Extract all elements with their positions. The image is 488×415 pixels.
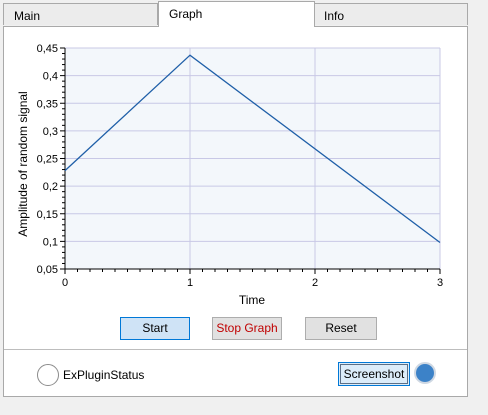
x-axis-label: Time xyxy=(239,293,266,307)
reset-button[interactable]: Reset xyxy=(305,317,377,340)
y-tick-label: 0,05 xyxy=(37,264,58,276)
tab-info-label: Info xyxy=(324,9,345,23)
stop-graph-button[interactable]: Stop Graph xyxy=(212,317,282,340)
x-tick-label: 1 xyxy=(187,277,193,289)
y-tick-label: 0,25 xyxy=(37,154,58,166)
tab-main[interactable]: Main xyxy=(3,3,158,25)
status-circle-icon xyxy=(37,364,59,386)
series-line xyxy=(64,54,441,244)
y-tick-label: 0,35 xyxy=(37,98,58,110)
x-tick-label: 3 xyxy=(437,277,443,289)
x-tick-label: 2 xyxy=(312,277,318,289)
y-tick-label: 0,2 xyxy=(43,181,58,193)
tab-bar: Main Graph Info xyxy=(3,1,468,27)
y-tick-label: 0,1 xyxy=(43,236,58,248)
tab-graph-label: Graph xyxy=(169,7,203,21)
y-tick-label: 0,4 xyxy=(43,71,58,83)
y-tick-label: 0,15 xyxy=(37,209,58,221)
y-tick-label: 0,3 xyxy=(43,126,58,138)
status-indicator-icon xyxy=(414,362,436,384)
x-tick-label: 0 xyxy=(62,277,68,289)
tab-info[interactable]: Info xyxy=(313,3,468,25)
screenshot-button[interactable]: Screenshot xyxy=(338,362,410,386)
plugin-status-label: ExPluginStatus xyxy=(63,368,145,382)
tab-graph[interactable]: Graph xyxy=(158,1,315,27)
tab-main-label: Main xyxy=(14,9,41,23)
y-axis-label: Amplitude of random signal xyxy=(16,91,30,236)
start-button[interactable]: Start xyxy=(120,317,190,340)
y-tick-label: 0,45 xyxy=(37,43,58,55)
amplitude-chart: 0,05 0,1 0,15 0,2 0,25 0,3 0,35 0,4 0,45 0 1 2 3 Amp… xyxy=(16,43,443,307)
divider xyxy=(4,349,467,350)
